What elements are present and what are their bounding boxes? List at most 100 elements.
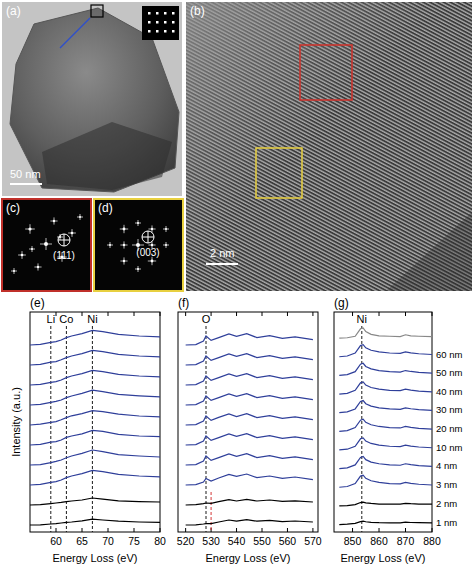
x-tick [185, 528, 186, 532]
saed-inset [142, 6, 179, 40]
x-tick [82, 528, 83, 532]
spectrum [339, 502, 432, 506]
fft-flare [30, 224, 31, 234]
panel-label: (g) [334, 296, 349, 310]
x-tick-label: 880 [423, 535, 441, 547]
spectrum [339, 438, 432, 450]
fft-frame [2, 199, 91, 291]
spectrum [30, 370, 160, 385]
plot-area [30, 326, 160, 532]
spectrum [339, 401, 432, 413]
fft-flare [80, 214, 81, 220]
x-tick-label: 530 [202, 535, 220, 547]
series-label: 50 nm [436, 367, 462, 378]
spectrum [30, 330, 160, 345]
x-tick [108, 528, 109, 532]
x-tick [312, 528, 313, 532]
edge-marker [92, 326, 93, 532]
spectrum [339, 328, 432, 338]
x-tick [134, 528, 135, 532]
x-tick-top [134, 312, 135, 316]
tem-background [2, 2, 182, 196]
fft-flare [166, 226, 167, 232]
x-tick-label: 65 [76, 535, 88, 547]
x-tick-label: 520 [177, 535, 195, 547]
x-tick-top [56, 312, 57, 316]
fft-flare [110, 242, 111, 248]
spectrum [30, 350, 160, 365]
plot-frame [334, 312, 432, 532]
saed-spot [156, 12, 159, 15]
series-label: 4 nm [436, 460, 457, 471]
x-tick [236, 528, 237, 532]
x-tick [405, 528, 406, 532]
spectrum [339, 475, 432, 487]
spectrum [339, 345, 432, 357]
fft-region-d [256, 148, 302, 198]
fft-flare [14, 268, 15, 274]
indexed-cross [148, 231, 149, 243]
spectrum [186, 520, 313, 525]
spectrum [30, 498, 160, 505]
spectrum [186, 499, 313, 505]
panel-label: (e) [30, 296, 45, 310]
spectrum [30, 411, 160, 425]
x-axis-label: Energy Loss (eV) [206, 552, 291, 564]
x-tick-label: 570 [304, 535, 322, 547]
spectrum [186, 394, 313, 405]
fft-flare [46, 238, 47, 250]
fft-flare [124, 241, 125, 248]
spectrum [30, 519, 160, 525]
edge-label: Co [59, 313, 73, 325]
fft-flare [32, 246, 33, 252]
plane-index: (111) [53, 250, 75, 261]
scale-bar [10, 183, 42, 185]
panel-label: (c) [6, 201, 20, 215]
saed-spot [172, 30, 175, 33]
saed-spot [148, 21, 151, 24]
saed-spot [164, 21, 167, 24]
fft-flare [138, 266, 139, 272]
panel-b: 2 nm(b) [186, 2, 472, 291]
panel-label: (f) [178, 296, 189, 310]
edge-shade [386, 2, 472, 291]
spectrum [30, 470, 160, 485]
plot-frame [30, 312, 160, 532]
x-tick-label: 70 [102, 535, 114, 547]
fft-flare [138, 220, 139, 226]
fft-flare [152, 225, 153, 232]
spectrum [339, 382, 432, 394]
x-axis-label: Energy Loss (eV) [341, 552, 426, 564]
panel-fft: (111) (c) [2, 199, 91, 291]
fft-flare [152, 257, 153, 265]
figure: 50 nm(a)2 nm(b)(111)(c)(003)(d)606570758… [0, 0, 474, 581]
x-tick-top [108, 312, 109, 316]
edge-marker [50, 326, 51, 532]
edge-marker [361, 326, 362, 532]
x-tick [262, 528, 263, 532]
fft-flare [54, 217, 55, 224]
x-tick-top [379, 312, 380, 316]
x-tick-label: 870 [397, 535, 415, 547]
x-tick [379, 528, 380, 532]
spectrum [186, 454, 313, 465]
surface-layer [186, 2, 472, 291]
fft-frame [94, 199, 183, 291]
saed-spot [148, 12, 151, 15]
plot-area [186, 326, 313, 532]
fft-region-c [300, 45, 352, 100]
x-tick-top [236, 312, 237, 316]
x-tick-top [287, 312, 288, 316]
fft-flare [72, 229, 73, 237]
plane-index: (003) [136, 247, 159, 258]
scale-bar-label: 50 nm [10, 168, 41, 180]
fft-flare [124, 225, 125, 233]
selected-area [91, 5, 103, 17]
series-label: 20 nm [436, 423, 462, 434]
edge-label: O [202, 313, 211, 325]
saed-spot [164, 30, 167, 33]
x-tick-top [185, 312, 186, 316]
edge-label: Ni [87, 313, 97, 325]
x-tick-label: 550 [253, 535, 271, 547]
panel-fft: (003)(d) [94, 199, 183, 291]
